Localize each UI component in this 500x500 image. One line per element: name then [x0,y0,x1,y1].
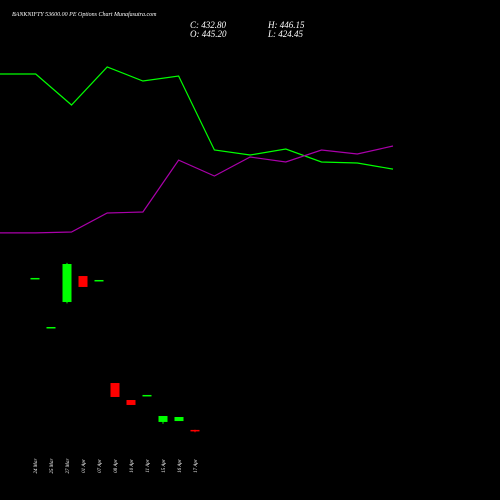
chart-title: BANKNIFTY 53600.00 PE Options Chart Muna… [12,11,157,18]
candle-body [30,277,40,280]
candle-body [94,279,104,282]
x-tick-label: 17 Apr [194,459,199,473]
candle-body [174,417,184,422]
x-tick-label: 25 Mar [50,459,55,474]
candle-body [110,383,120,397]
low-label: L: 424.45 [267,29,304,39]
x-tick-label: 08 Apr [114,459,119,473]
x-tick-label: 07 Apr [98,459,103,473]
x-tick-label: 15 Apr [162,459,167,473]
x-tick-label: 24 Mar [34,459,39,474]
candle-body [62,264,72,303]
candle-body [46,327,56,329]
close-label: C: 432.80 [190,20,227,30]
candle-body [78,276,88,287]
x-tick-label: 10 Apr [130,459,135,473]
line-series [0,145,394,234]
candle-body [126,400,136,405]
candle-body [142,394,152,397]
line-series [0,66,394,170]
candle-body [158,415,168,422]
candle-body [190,429,200,432]
x-tick-label: 16 Apr [178,459,183,473]
x-tick-label: 11 Apr [146,459,151,472]
x-tick-label: 27 Mar [66,459,71,474]
open-label: O: 445.20 [190,29,227,39]
x-tick-label: 01 Apr [82,459,87,473]
high-label: H: 446.15 [267,20,305,30]
